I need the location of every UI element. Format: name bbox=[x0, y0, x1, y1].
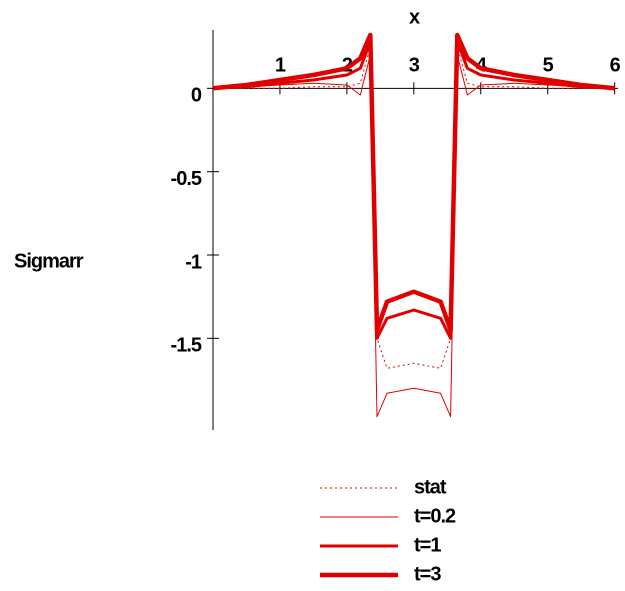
x-tick-label: 3 bbox=[409, 55, 420, 77]
y-tick-label: -1.5 bbox=[171, 335, 202, 357]
series-line bbox=[212, 40, 615, 340]
legend-label: t=0.2 bbox=[414, 505, 456, 527]
x-tick-label: 5 bbox=[543, 55, 554, 77]
y-tick-label: -0.5 bbox=[171, 168, 202, 190]
series-line bbox=[212, 54, 615, 418]
x-tick-label: 1 bbox=[275, 55, 286, 77]
series-line bbox=[213, 46, 615, 369]
y-tick-label: 0 bbox=[191, 85, 202, 107]
legend-label: t=1 bbox=[414, 534, 441, 556]
y-tick-label: -1 bbox=[185, 251, 202, 273]
series-line bbox=[212, 32, 615, 333]
x-axis-label: x bbox=[409, 6, 420, 28]
legend-label: t=3 bbox=[414, 563, 441, 585]
x-tick-label: 6 bbox=[610, 55, 621, 77]
y-axis-label: Sigmarr bbox=[14, 250, 84, 272]
legend-label: stat bbox=[414, 476, 447, 498]
